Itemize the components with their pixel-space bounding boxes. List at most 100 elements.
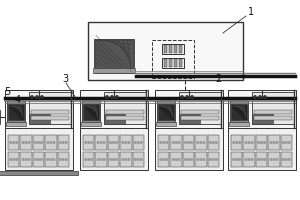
Bar [208, 135, 219, 150]
Bar [94, 39, 134, 73]
Circle shape [128, 159, 130, 160]
Circle shape [239, 159, 241, 160]
Circle shape [259, 96, 261, 98]
Bar [176, 93, 179, 101]
Bar [106, 110, 144, 114]
Circle shape [236, 142, 238, 143]
Circle shape [50, 159, 52, 160]
Circle shape [188, 159, 189, 160]
Circle shape [53, 159, 55, 160]
Circle shape [245, 142, 247, 143]
Circle shape [106, 96, 108, 98]
Circle shape [47, 159, 49, 160]
Circle shape [22, 142, 24, 143]
Bar [7, 100, 25, 122]
Circle shape [203, 159, 205, 160]
Circle shape [137, 159, 139, 160]
Circle shape [91, 142, 92, 143]
Bar [170, 152, 182, 167]
Bar [0, 171, 78, 175]
Circle shape [172, 142, 174, 143]
Circle shape [185, 159, 186, 160]
Bar [162, 44, 184, 54]
Circle shape [270, 142, 272, 143]
Bar [31, 110, 69, 114]
Bar [8, 135, 20, 150]
Circle shape [41, 142, 42, 143]
Circle shape [289, 142, 290, 143]
Bar [256, 135, 267, 150]
Circle shape [236, 159, 238, 160]
Bar [179, 114, 200, 124]
Circle shape [209, 142, 211, 143]
Circle shape [185, 142, 186, 143]
Circle shape [163, 142, 164, 143]
Circle shape [38, 159, 39, 160]
Circle shape [264, 159, 265, 160]
Circle shape [25, 159, 27, 160]
Bar [106, 116, 144, 120]
Circle shape [248, 142, 250, 143]
Circle shape [13, 159, 14, 160]
Bar [179, 45, 182, 53]
Circle shape [258, 142, 259, 143]
Bar [82, 100, 100, 122]
Text: 4: 4 [15, 95, 21, 105]
Circle shape [233, 159, 235, 160]
Bar [155, 90, 223, 128]
Circle shape [209, 159, 211, 160]
Bar [254, 110, 292, 114]
Text: 3: 3 [62, 74, 68, 84]
Bar [170, 135, 182, 150]
Bar [120, 152, 132, 167]
Circle shape [16, 142, 17, 143]
Bar [243, 135, 255, 150]
Bar [179, 92, 221, 124]
Bar [252, 114, 273, 124]
Circle shape [191, 96, 193, 98]
Bar [31, 116, 69, 120]
Circle shape [160, 159, 161, 160]
Circle shape [233, 142, 235, 143]
Circle shape [163, 159, 164, 160]
Bar [268, 152, 280, 167]
Bar [83, 104, 99, 120]
Circle shape [270, 159, 272, 160]
Bar [231, 152, 242, 167]
Bar [45, 135, 57, 150]
Bar [20, 135, 32, 150]
Text: 5: 5 [4, 87, 10, 97]
Circle shape [111, 96, 113, 98]
Bar [254, 116, 292, 120]
Bar [174, 45, 177, 53]
Circle shape [85, 142, 86, 143]
Circle shape [261, 159, 262, 160]
Bar [158, 104, 174, 120]
Circle shape [97, 142, 99, 143]
Circle shape [166, 142, 167, 143]
Text: 1: 1 [248, 7, 254, 17]
Circle shape [200, 159, 202, 160]
Circle shape [140, 159, 142, 160]
Bar [88, 22, 243, 80]
Circle shape [13, 142, 14, 143]
Circle shape [65, 159, 67, 160]
Circle shape [110, 159, 111, 160]
Bar [280, 152, 292, 167]
Bar [181, 110, 219, 114]
Circle shape [97, 159, 99, 160]
Circle shape [276, 142, 278, 143]
Text: 2: 2 [215, 74, 221, 84]
Circle shape [122, 142, 124, 143]
Circle shape [125, 142, 127, 143]
Bar [8, 104, 24, 120]
Bar [162, 58, 184, 68]
Bar [183, 135, 194, 150]
Circle shape [251, 159, 253, 160]
Bar [164, 45, 167, 53]
Bar [95, 40, 133, 68]
Circle shape [178, 142, 180, 143]
Circle shape [264, 96, 266, 98]
Bar [231, 135, 242, 150]
Bar [93, 68, 135, 73]
